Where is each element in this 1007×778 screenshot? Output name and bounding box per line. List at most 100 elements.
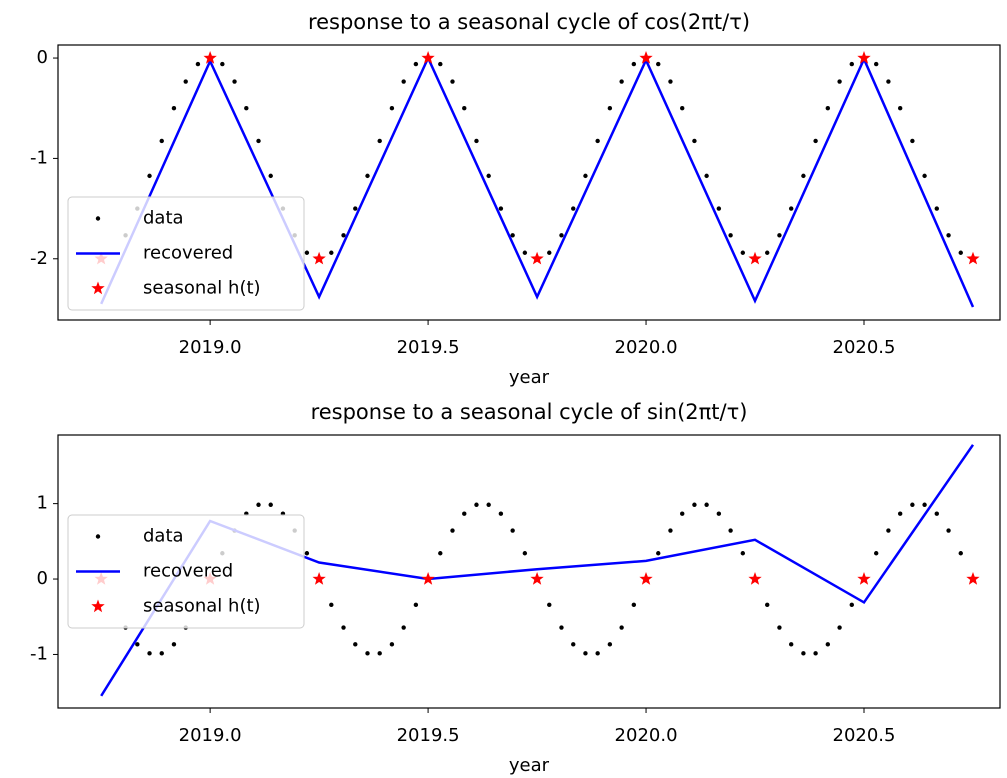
data-point (377, 138, 382, 144)
subplot: response to a seasonal cycle of cos(2πt/… (30, 10, 1001, 388)
data-point (958, 250, 963, 255)
data-point (498, 511, 504, 516)
subplot: response to a seasonal cycle of sin(2πt/… (30, 400, 1001, 776)
data-point (474, 502, 479, 507)
legend-label: recovered (143, 243, 233, 264)
data-point (849, 61, 854, 67)
data-point (329, 250, 334, 255)
data-point (462, 106, 467, 111)
data-point (353, 642, 358, 647)
data-point (607, 106, 613, 111)
data-point (559, 625, 564, 630)
data-point (341, 233, 346, 238)
data-point (401, 625, 406, 630)
data-point (571, 642, 576, 647)
data-point (849, 602, 854, 608)
data-point (522, 250, 528, 255)
data-point (958, 551, 963, 556)
data-point (825, 106, 831, 111)
chart-title: response to a seasonal cycle of cos(2πt/… (308, 10, 750, 34)
data-point (728, 233, 733, 238)
legend-label: data (143, 208, 184, 229)
data-point (220, 61, 225, 67)
star-marker (857, 51, 871, 64)
star-marker (421, 572, 435, 585)
legend-symbol (95, 216, 101, 221)
data-point (813, 138, 818, 144)
data-point (716, 206, 722, 211)
data-point (740, 551, 746, 556)
star-marker (530, 251, 544, 265)
data-point (765, 250, 770, 255)
data-point (897, 106, 903, 111)
data-point (619, 79, 624, 84)
line (100, 54, 975, 308)
x-tick-label: 2020.5 (833, 337, 896, 358)
data-point (450, 528, 455, 533)
legend-label: recovered (143, 561, 233, 582)
data-point (583, 173, 588, 179)
data-point (183, 79, 188, 84)
data-point (740, 250, 746, 255)
star-marker (421, 51, 435, 64)
x-tick-label: 2020.0 (615, 725, 678, 746)
star-marker (748, 251, 762, 265)
data-point (934, 206, 939, 211)
star-marker (857, 572, 871, 585)
x-tick-label: 2020.0 (615, 337, 678, 358)
data-point (704, 173, 709, 179)
data-point (413, 61, 419, 67)
x-axis-label: year (509, 367, 550, 388)
data-point (571, 206, 576, 211)
data-point (171, 642, 177, 647)
x-tick-label: 2019.5 (397, 337, 460, 358)
data-point (450, 79, 455, 84)
data-point (268, 173, 273, 179)
data-point (147, 651, 152, 656)
data-point (886, 528, 891, 533)
data-point (910, 138, 915, 144)
data-point (389, 642, 395, 647)
legend-label: data (143, 526, 184, 547)
data-point (607, 642, 613, 647)
legend-label: seasonal h(t) (143, 596, 261, 617)
data-point (329, 602, 334, 608)
legend-symbol (91, 599, 105, 613)
data-point (595, 138, 600, 144)
star-marker (530, 572, 544, 585)
legend-box (67, 196, 305, 311)
data-point (583, 651, 588, 656)
data-point (946, 233, 951, 238)
x-tick-label: 2019.5 (397, 725, 460, 746)
data-point (256, 138, 261, 144)
data-point (631, 61, 637, 67)
data-point (486, 502, 491, 507)
star-marker (639, 572, 653, 585)
legend: data recovered seasonal h(t) (67, 196, 305, 311)
y-tick-label: -2 (30, 248, 48, 269)
data-point (256, 502, 261, 507)
data-point (813, 651, 818, 656)
star-marker (639, 51, 653, 64)
data-point (135, 642, 140, 647)
data-point (897, 511, 903, 516)
star-marker (312, 572, 326, 585)
data-point (268, 502, 273, 507)
data-point (680, 511, 685, 516)
y-tick-label: 1 (37, 493, 48, 514)
data-point (498, 206, 504, 211)
data-point (401, 79, 406, 84)
data-point (510, 528, 515, 533)
data-point (801, 173, 806, 179)
y-tick-label: 0 (37, 568, 48, 589)
data-point (668, 79, 673, 84)
data-point (389, 106, 395, 111)
data-point (147, 173, 152, 179)
data-point (438, 551, 443, 556)
axes-frame (57, 44, 1001, 321)
data-point (365, 651, 370, 656)
data-point (825, 642, 831, 647)
data-point (510, 233, 515, 238)
data-point (559, 233, 564, 238)
data-point (716, 511, 722, 516)
